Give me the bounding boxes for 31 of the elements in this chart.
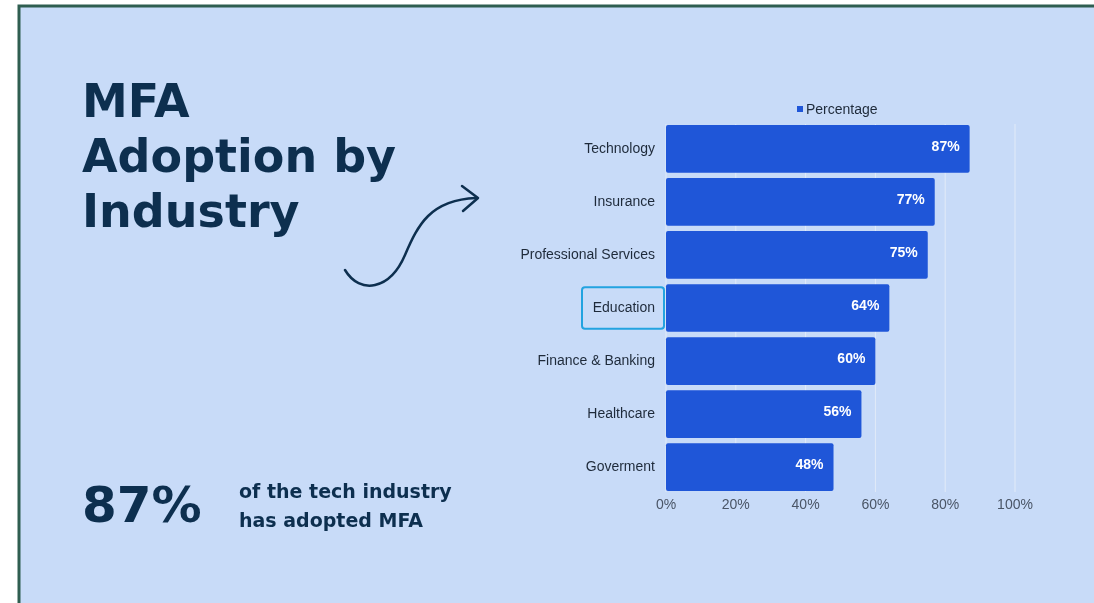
x-tick-label: 60% [861,496,890,512]
data-label: 64% [851,296,880,313]
y-tick-label: Professional Services [520,245,655,262]
y-tick-label: Healthcare [587,404,656,421]
y-tick-label: Finance & Banking [537,351,655,368]
data-label: 87% [931,137,961,154]
y-tick-label: Goverment [585,457,656,474]
x-tick-label: 40% [791,496,820,512]
x-tick-label: 0% [655,496,677,512]
bar [666,284,890,332]
data-label: 56% [823,402,852,419]
x-tick-label: 20% [721,496,750,512]
data-label: 60% [837,349,866,366]
data-label: 48% [795,455,825,472]
y-tick-label: Technology [584,139,655,156]
bar [666,231,928,279]
bar [666,337,876,385]
x-tick-label: 100% [997,496,1033,512]
bar [666,443,834,491]
text: MFA Adoption by Industry [82,74,397,238]
text: 87% [82,476,202,534]
x-tick-label: 80% [931,496,960,512]
data-label: 75% [889,243,919,260]
text: of the tech industry has adopted MFA [239,480,453,531]
data-label: 77% [896,190,926,207]
y-tick-label: Education [592,298,655,315]
legend-label: Percentage [806,100,878,117]
bar [666,178,935,226]
bar [666,125,970,173]
bar [666,390,862,438]
y-tick-label: Insurance [593,192,656,209]
